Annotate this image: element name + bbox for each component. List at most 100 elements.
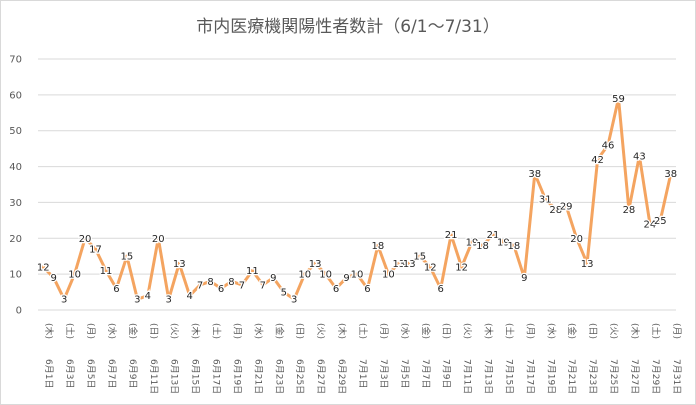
x-tick-label: (木) 7月13日 xyxy=(483,323,495,394)
x-tick-date: 7月5日 xyxy=(399,359,410,388)
data-label: 38 xyxy=(664,169,677,180)
x-tick-label: (金) 7月7日 xyxy=(420,323,432,388)
x-tick-date: 7月7日 xyxy=(420,359,431,388)
data-point xyxy=(198,283,202,287)
data-label: 3 xyxy=(291,295,297,306)
data-point xyxy=(449,233,453,237)
data-label: 6 xyxy=(364,284,370,295)
data-point xyxy=(292,297,296,301)
x-tick-weekday: (木) xyxy=(336,323,348,339)
y-tick-label: 10 xyxy=(9,270,22,281)
data-label: 5 xyxy=(281,288,287,299)
data-point xyxy=(83,236,87,240)
data-point xyxy=(62,297,66,301)
x-tick-date: 6月5日 xyxy=(85,359,96,388)
x-tick-date: 6月21日 xyxy=(252,359,263,394)
data-label: 13 xyxy=(392,259,405,270)
data-label: 10 xyxy=(68,270,81,281)
x-tick-label: (木) 6月1日 xyxy=(43,323,55,388)
x-tick-label: (水) 6月21日 xyxy=(252,323,264,394)
data-point xyxy=(386,272,390,276)
data-label: 42 xyxy=(591,155,604,166)
x-tick-label: (木) 7月27日 xyxy=(629,323,641,394)
y-tick-label: 50 xyxy=(9,126,22,137)
x-tick-weekday: (日) xyxy=(587,323,598,339)
data-point xyxy=(271,276,275,280)
data-point xyxy=(658,218,662,222)
data-label: 7 xyxy=(197,280,203,291)
x-tick-weekday: (金) xyxy=(273,323,285,339)
x-tick-weekday: (月) xyxy=(524,323,535,339)
x-tick-label: (月) 6月5日 xyxy=(85,323,96,388)
x-tick-label: (月) 7月31日 xyxy=(671,323,682,394)
data-point xyxy=(428,265,432,269)
data-label: 3 xyxy=(61,295,67,306)
data-label: 20 xyxy=(79,234,92,245)
data-label: 6 xyxy=(113,284,119,295)
data-point xyxy=(543,197,547,201)
x-tick-date: 7月15日 xyxy=(503,359,514,394)
x-tick-weekday: (火) xyxy=(169,323,180,339)
data-point xyxy=(114,286,119,291)
data-point xyxy=(73,272,77,276)
data-label: 31 xyxy=(539,194,552,205)
x-tick-label: (火) 6月13日 xyxy=(169,323,180,394)
data-point xyxy=(125,254,129,258)
x-tick-label: (月) 6月19日 xyxy=(231,323,242,394)
data-label: 13 xyxy=(581,259,594,270)
x-tick-date: 6月9日 xyxy=(127,359,138,388)
data-point xyxy=(627,208,631,212)
x-tick-date: 6月23日 xyxy=(273,359,284,394)
x-tick-weekday: (土) xyxy=(357,323,369,339)
data-point xyxy=(219,286,223,291)
x-tick-weekday: (月) xyxy=(378,323,389,339)
data-point xyxy=(261,283,265,287)
x-tick-date: 7月19日 xyxy=(545,359,556,394)
x-tick-label: (日) 7月9日 xyxy=(441,323,452,388)
data-label: 12 xyxy=(424,262,437,273)
x-tick-label: (日) 6月11日 xyxy=(148,323,159,394)
data-point xyxy=(397,261,401,265)
x-tick-label: (木) 6月15日 xyxy=(190,323,202,394)
x-tick-label: (火) 7月25日 xyxy=(608,323,619,394)
data-label: 18 xyxy=(508,241,521,252)
data-point xyxy=(564,204,568,208)
x-tick-date: 7月11日 xyxy=(462,359,473,394)
data-point xyxy=(146,294,150,298)
data-point xyxy=(334,286,338,291)
data-label: 11 xyxy=(100,266,113,277)
data-point xyxy=(93,247,98,251)
x-tick-weekday: (木) xyxy=(43,323,55,339)
data-label: 43 xyxy=(633,151,646,162)
data-label: 21 xyxy=(445,230,458,241)
data-label: 24 xyxy=(643,219,656,230)
data-point xyxy=(616,96,621,101)
data-point xyxy=(177,261,181,265)
x-tick-weekday: (水) xyxy=(106,323,118,339)
data-label: 19 xyxy=(466,237,479,248)
x-tick-label: (火) 7月11日 xyxy=(462,323,473,394)
x-tick-date: 6月7日 xyxy=(106,359,117,388)
data-label: 7 xyxy=(260,280,266,291)
x-tick-date: 7月29日 xyxy=(650,359,661,394)
x-tick-label: (日) 6月25日 xyxy=(294,323,305,394)
x-tick-label: (金) 6月23日 xyxy=(273,323,285,394)
y-tick-label: 60 xyxy=(9,90,22,101)
data-label: 28 xyxy=(623,205,636,216)
x-tick-weekday: (水) xyxy=(545,323,557,339)
data-point xyxy=(606,143,610,147)
x-tick-weekday: (日) xyxy=(294,323,305,339)
data-label: 6 xyxy=(218,284,224,295)
x-tick-date: 6月25日 xyxy=(294,359,305,394)
x-tick-date: 6月11日 xyxy=(148,359,159,394)
data-point xyxy=(376,243,380,248)
data-point xyxy=(554,208,558,212)
data-label: 38 xyxy=(528,169,541,180)
x-tick-label: (土) 6月3日 xyxy=(64,323,76,388)
data-label: 18 xyxy=(476,241,489,252)
data-label: 20 xyxy=(152,234,165,245)
x-tick-weekday: (火) xyxy=(462,323,473,339)
data-label: 6 xyxy=(333,284,339,295)
x-tick-label: (水) 7月19日 xyxy=(545,323,557,394)
